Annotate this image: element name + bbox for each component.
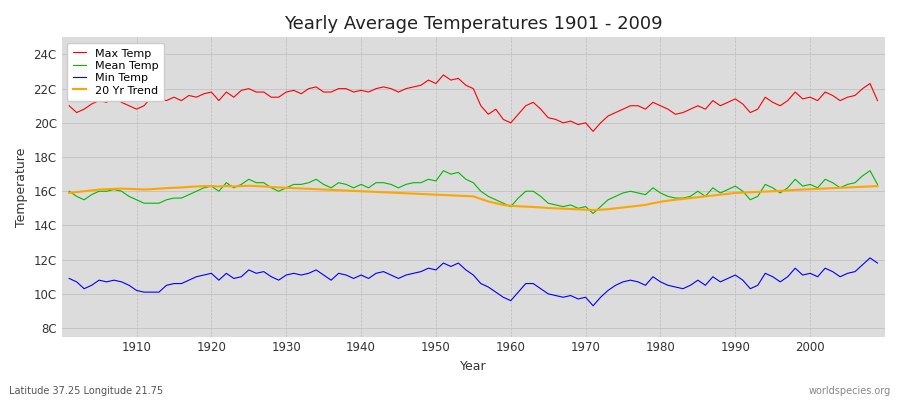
Min Temp <box>333 271 344 276</box>
Mean Temp <box>288 182 299 187</box>
Mean Temp <box>513 196 524 200</box>
20 Yr Trend <box>588 208 598 212</box>
Min Temp <box>288 271 299 276</box>
20 Yr Trend <box>296 186 307 191</box>
Mean Temp <box>438 168 449 173</box>
Mean Temp <box>588 211 598 216</box>
Max Temp <box>513 112 524 117</box>
Line: Min Temp: Min Temp <box>69 258 878 306</box>
Mean Temp <box>64 189 75 194</box>
20 Yr Trend <box>243 183 254 188</box>
Min Temp <box>123 283 134 288</box>
Min Temp <box>64 276 75 281</box>
Legend: Max Temp, Mean Temp, Min Temp, 20 Yr Trend: Max Temp, Mean Temp, Min Temp, 20 Yr Tre… <box>68 43 164 101</box>
Mean Temp <box>610 194 621 199</box>
Title: Yearly Average Temperatures 1901 - 2009: Yearly Average Temperatures 1901 - 2009 <box>284 15 662 33</box>
Max Temp <box>288 88 299 93</box>
Max Temp <box>506 120 517 125</box>
20 Yr Trend <box>513 204 524 209</box>
20 Yr Trend <box>123 186 134 191</box>
Line: Mean Temp: Mean Temp <box>69 171 878 214</box>
Max Temp <box>610 110 621 115</box>
Line: 20 Yr Trend: 20 Yr Trend <box>69 186 878 210</box>
Mean Temp <box>123 194 134 199</box>
Y-axis label: Temperature: Temperature <box>15 147 28 227</box>
Min Temp <box>603 288 614 293</box>
20 Yr Trend <box>610 206 621 211</box>
Text: Latitude 37.25 Longitude 21.75: Latitude 37.25 Longitude 21.75 <box>9 386 163 396</box>
Min Temp <box>588 304 598 308</box>
X-axis label: Year: Year <box>460 360 487 373</box>
20 Yr Trend <box>506 203 517 208</box>
20 Yr Trend <box>341 188 352 193</box>
Max Temp <box>333 86 344 91</box>
Max Temp <box>588 129 598 134</box>
20 Yr Trend <box>872 184 883 188</box>
Text: worldspecies.org: worldspecies.org <box>809 386 891 396</box>
20 Yr Trend <box>64 190 75 195</box>
Min Temp <box>506 298 517 303</box>
Mean Temp <box>333 180 344 185</box>
Min Temp <box>872 261 883 266</box>
Max Temp <box>64 103 75 108</box>
Min Temp <box>498 295 508 300</box>
Line: Max Temp: Max Temp <box>69 75 878 131</box>
Max Temp <box>872 98 883 103</box>
Min Temp <box>865 256 876 260</box>
Mean Temp <box>506 204 517 209</box>
Mean Temp <box>872 182 883 187</box>
Max Temp <box>438 72 449 77</box>
Max Temp <box>123 103 134 108</box>
